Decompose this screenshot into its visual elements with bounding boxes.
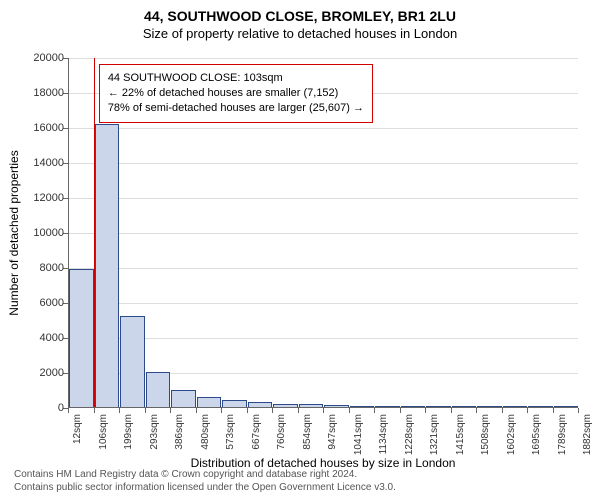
x-tick-mark	[221, 408, 222, 413]
histogram-bar	[171, 390, 196, 408]
chart-area: 0200040006000800010000120001400016000180…	[68, 58, 578, 408]
x-tick-mark	[578, 408, 579, 413]
chart-title: 44, SOUTHWOOD CLOSE, BROMLEY, BR1 2LU	[0, 0, 600, 24]
y-tick-label: 6000	[20, 297, 64, 309]
x-tick-mark	[476, 408, 477, 413]
histogram-bar	[375, 406, 400, 407]
footer-line2: Contains public sector information licen…	[14, 481, 396, 494]
x-tick-mark	[349, 408, 350, 413]
y-tick-label: 8000	[20, 262, 64, 274]
x-tick-mark	[451, 408, 452, 413]
x-tick-label: 1602sqm	[506, 414, 517, 455]
x-tick-label: 1789sqm	[557, 414, 568, 455]
histogram-bar	[222, 400, 247, 407]
y-tick-label: 18000	[20, 87, 64, 99]
x-tick-label: 1134sqm	[378, 414, 389, 454]
y-tick-label: 16000	[20, 122, 64, 134]
y-tick-label: 12000	[20, 192, 64, 204]
x-tick-mark	[374, 408, 375, 413]
x-tick-label: 760sqm	[276, 414, 287, 450]
footer: Contains HM Land Registry data © Crown c…	[14, 468, 396, 494]
histogram-bar	[324, 405, 349, 407]
x-tick-mark	[553, 408, 554, 413]
x-tick-label: 1695sqm	[531, 414, 542, 455]
histogram-bar	[120, 316, 145, 407]
x-tick-label: 199sqm	[123, 414, 134, 450]
histogram-bar	[426, 406, 451, 407]
x-tick-mark	[145, 408, 146, 413]
x-tick-mark	[196, 408, 197, 413]
x-tick-label: 1041sqm	[353, 414, 364, 455]
histogram-bar	[503, 406, 528, 407]
x-tick-mark	[527, 408, 528, 413]
chart-subtitle: Size of property relative to detached ho…	[0, 24, 600, 41]
x-tick-label: 1882sqm	[582, 414, 593, 455]
histogram-bar	[69, 269, 94, 407]
footer-line1: Contains HM Land Registry data © Crown c…	[14, 468, 396, 481]
y-tick-label: 14000	[20, 157, 64, 169]
annotation-line1: 44 SOUTHWOOD CLOSE: 103sqm	[108, 71, 364, 86]
histogram-bar	[95, 124, 120, 408]
x-tick-label: 1321sqm	[429, 414, 440, 455]
y-tick-label: 20000	[20, 52, 64, 64]
x-tick-mark	[170, 408, 171, 413]
x-tick-label: 947sqm	[327, 414, 338, 450]
x-tick-label: 667sqm	[251, 414, 262, 450]
x-tick-label: 386sqm	[174, 414, 185, 450]
x-tick-mark	[323, 408, 324, 413]
x-tick-mark	[68, 408, 69, 413]
histogram-bar	[554, 406, 579, 407]
y-axis-label: Number of detached properties	[7, 150, 21, 315]
x-tick-mark	[94, 408, 95, 413]
histogram-bar	[401, 406, 426, 407]
y-tick-label: 4000	[20, 332, 64, 344]
histogram-bar	[197, 397, 222, 408]
histogram-bar	[273, 404, 298, 408]
x-tick-mark	[502, 408, 503, 413]
histogram-bar	[350, 406, 375, 407]
histogram-bar	[528, 406, 553, 407]
histogram-bar	[146, 372, 171, 407]
x-tick-label: 573sqm	[225, 414, 236, 450]
histogram-bar	[452, 406, 477, 407]
x-tick-mark	[119, 408, 120, 413]
x-tick-label: 1228sqm	[404, 414, 415, 455]
y-tick-label: 0	[20, 402, 64, 414]
histogram-bar	[299, 404, 324, 407]
histogram-bar	[248, 402, 273, 407]
x-tick-label: 854sqm	[302, 414, 313, 450]
y-tick-label: 2000	[20, 367, 64, 379]
x-tick-label: 480sqm	[200, 414, 211, 450]
marker-line	[94, 58, 95, 407]
x-tick-mark	[272, 408, 273, 413]
x-tick-mark	[400, 408, 401, 413]
x-tick-label: 12sqm	[72, 414, 83, 444]
x-tick-label: 106sqm	[98, 414, 109, 450]
x-tick-label: 1415sqm	[455, 414, 466, 455]
x-tick-label: 1508sqm	[480, 414, 491, 455]
histogram-bar	[477, 406, 502, 407]
x-tick-mark	[425, 408, 426, 413]
x-tick-mark	[247, 408, 248, 413]
y-tick-label: 10000	[20, 227, 64, 239]
x-tick-label: 293sqm	[149, 414, 160, 450]
annotation-line2: ← 22% of detached houses are smaller (7,…	[108, 86, 364, 101]
annotation-line3: 78% of semi-detached houses are larger (…	[108, 101, 364, 116]
annotation-box: 44 SOUTHWOOD CLOSE: 103sqm ← 22% of deta…	[99, 64, 373, 123]
x-tick-mark	[298, 408, 299, 413]
